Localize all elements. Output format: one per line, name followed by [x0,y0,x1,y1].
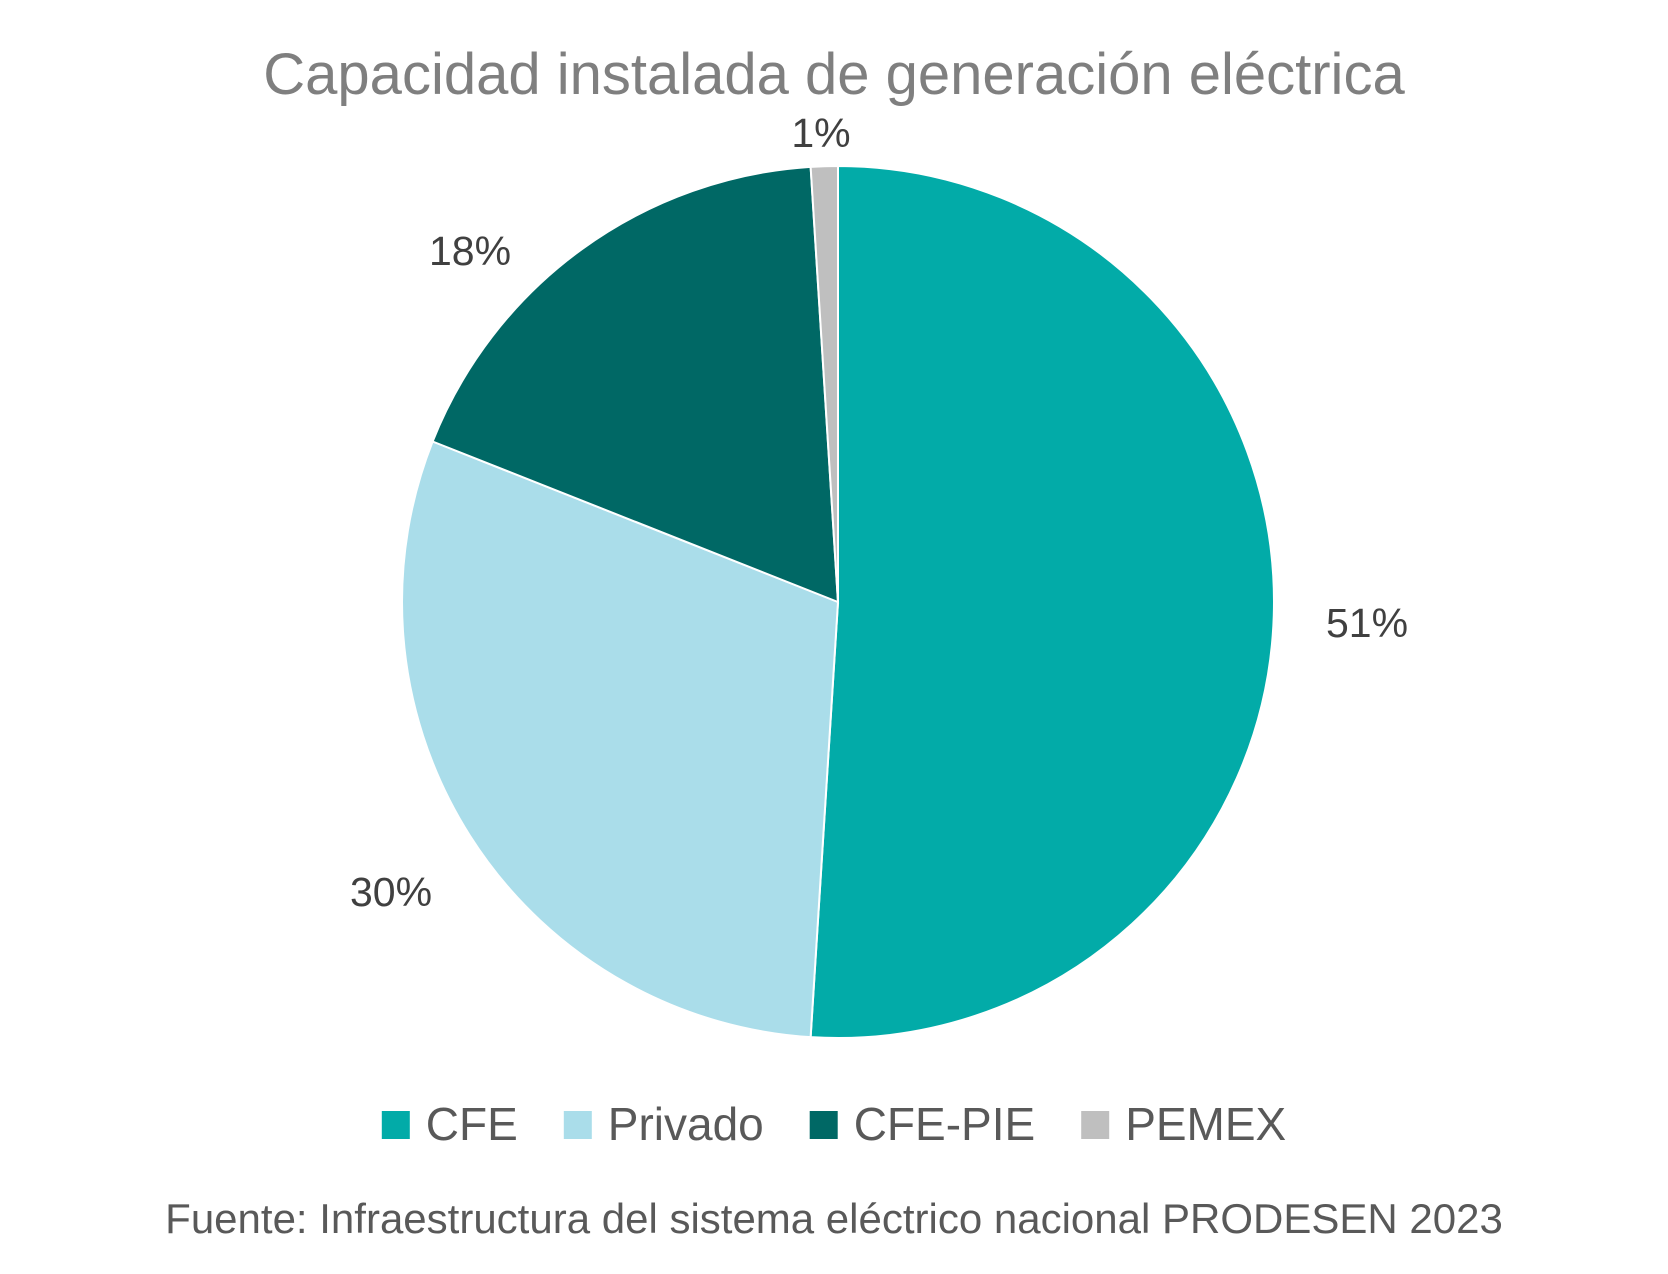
source-note: Fuente: Infraestructura del sistema eléc… [165,1195,1503,1242]
pie-data-labels: 51% 30% 18% 1% [350,110,1408,915]
pie-slices [401,164,1275,1039]
chart-title: Capacidad instalada de generación eléctr… [263,42,1405,107]
pie-slice-cfe-pie [431,165,840,604]
pie-slice-pemex [809,164,839,603]
data-label-cfe-pie: 18% [429,228,511,274]
data-label-pemex: 1% [791,110,850,156]
legend-label-cfe-pie: CFE-PIE [854,1098,1035,1150]
legend-label-cfe: CFE [426,1098,518,1150]
legend-swatch-pemex [1081,1111,1110,1139]
legend-swatch-privado [563,1111,592,1139]
data-label-privado: 30% [350,869,432,915]
legend-label-pemex: PEMEX [1125,1098,1286,1150]
legend-swatch-cfe [381,1111,410,1139]
legend-swatch-cfe-pie [809,1111,838,1139]
legend: CFE Privado CFE-PIE PEMEX [381,1098,1286,1150]
data-label-cfe: 51% [1326,600,1408,646]
pie-slice-privado [401,440,840,1039]
pie-slice-cfe [809,164,1275,1039]
legend-label-privado: Privado [608,1098,764,1150]
